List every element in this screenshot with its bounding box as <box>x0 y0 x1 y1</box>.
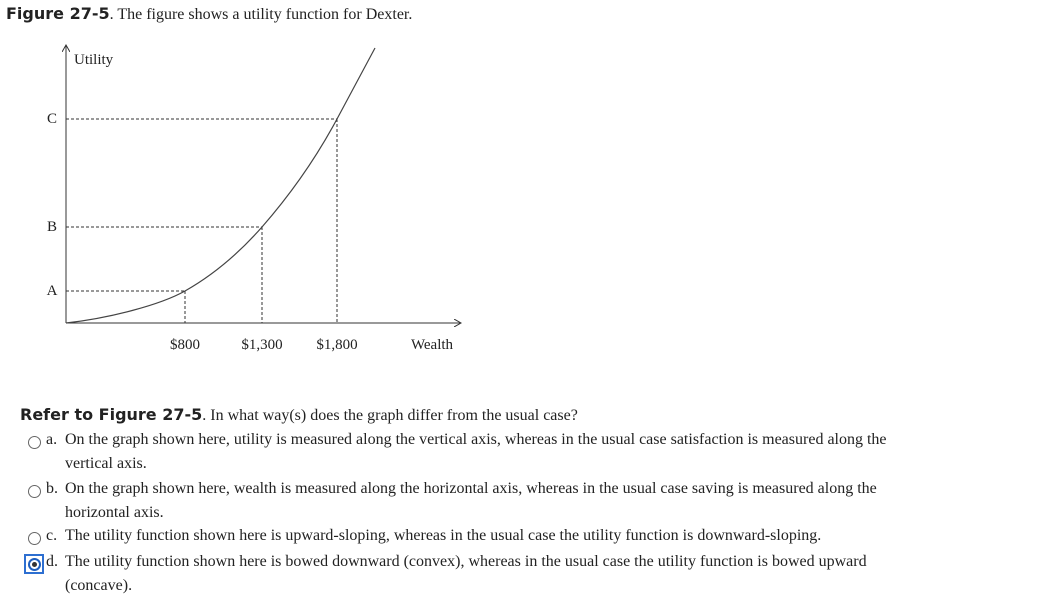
x-axis-label: Wealth <box>411 337 454 353</box>
option-text: On the graph shown here, wealth is measu… <box>65 480 877 497</box>
caption-text: . The figure shows a utility function fo… <box>109 6 413 23</box>
option-text: (concave). <box>65 577 133 594</box>
option-letter: d. <box>46 553 58 570</box>
option-letter: a. <box>46 431 58 448</box>
selected-box <box>24 554 44 574</box>
question-text: . In what way(s) does the graph differ f… <box>202 407 578 424</box>
caption: Figure 27-5. The figure shows a utility … <box>6 4 412 24</box>
radio-button[interactable] <box>28 485 41 498</box>
caption-label: Figure 27-5 <box>6 4 110 23</box>
option-text: vertical axis. <box>65 455 147 472</box>
guides <box>66 118 338 323</box>
utility-curve <box>65 47 376 324</box>
question-ref: Refer to Figure 27-5 <box>20 405 203 424</box>
y-label: A <box>47 283 58 299</box>
y-label: B <box>47 219 57 235</box>
option-text: horizontal axis. <box>65 504 164 521</box>
option-text: The utility function shown here is bowed… <box>65 553 867 570</box>
radio-button[interactable] <box>28 558 41 571</box>
option-text: The utility function shown here is upwar… <box>65 527 822 544</box>
utility-figure: Utility C B A $800 $1,300 $1,800 Wealth <box>47 30 480 353</box>
y-axis-label: Utility <box>74 52 114 68</box>
option-letter: c. <box>46 527 58 544</box>
radio-button[interactable] <box>28 436 41 449</box>
y-label: C <box>47 111 57 127</box>
question: Refer to Figure 27-5. In what way(s) doe… <box>20 405 578 425</box>
option-letter: b. <box>46 480 58 497</box>
x-label: $1,800 <box>316 337 357 353</box>
option-text: On the graph shown here, utility is meas… <box>65 431 887 448</box>
x-label: $1,300 <box>241 337 282 353</box>
x-label: $800 <box>170 337 200 353</box>
radio-button[interactable] <box>28 532 41 545</box>
